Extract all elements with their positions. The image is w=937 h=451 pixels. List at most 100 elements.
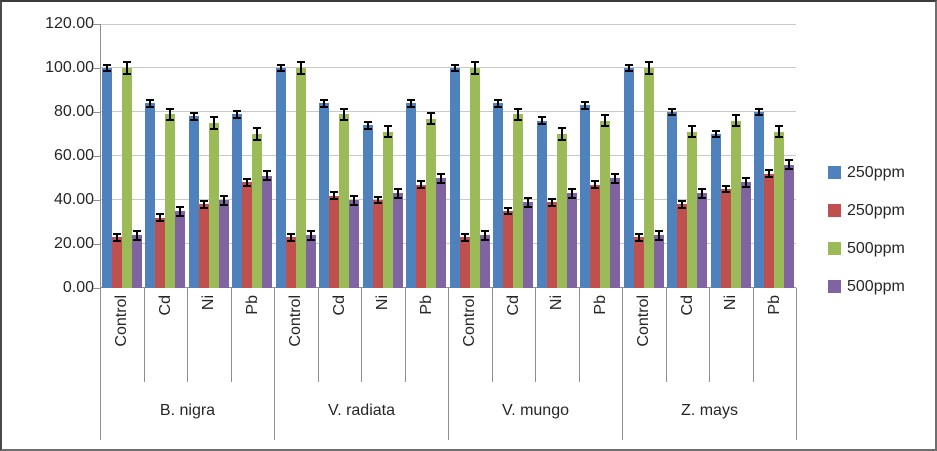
y-axis-line <box>100 24 101 288</box>
legend-swatch-4 <box>828 280 841 293</box>
bar <box>305 235 316 288</box>
legend-swatch-3 <box>828 242 841 255</box>
bar-cluster <box>579 24 623 288</box>
bar-cluster <box>187 24 231 288</box>
error-bar-stem <box>517 109 520 119</box>
error-bar <box>393 187 402 199</box>
error-bar-stem <box>222 196 225 204</box>
error-bar-stem <box>550 199 553 205</box>
gridline <box>100 243 796 244</box>
bar-cluster <box>274 24 318 288</box>
error-bar <box>654 229 663 241</box>
error-bar <box>524 196 533 208</box>
error-bar <box>407 98 416 108</box>
treatment-label: Pb <box>765 295 783 315</box>
bar <box>295 68 306 288</box>
error-bar <box>755 107 764 117</box>
legend-item: 500ppm <box>828 239 905 258</box>
x-axis-line <box>100 287 796 288</box>
category-cell: Pb <box>404 288 449 382</box>
category-cell: Ni <box>709 288 753 382</box>
error-bar-stem <box>734 116 737 126</box>
bar <box>319 103 330 288</box>
bar <box>479 235 490 288</box>
treatment-label: Ni <box>374 295 392 311</box>
category-cell: Control <box>622 288 666 382</box>
bar <box>730 120 741 288</box>
error-bar <box>698 187 707 199</box>
error-bar-stem <box>614 174 617 182</box>
error-bar <box>330 191 339 200</box>
bar-cluster <box>100 24 144 288</box>
category-cell: Ni <box>361 288 405 382</box>
error-bar-stem <box>289 235 292 240</box>
error-bar-stem <box>279 65 282 71</box>
bar <box>623 68 634 288</box>
bar-cluster <box>535 24 579 288</box>
bar-cluster <box>709 24 753 288</box>
error-bar <box>567 187 576 199</box>
bar <box>111 237 122 288</box>
bar <box>232 114 243 288</box>
error-bar <box>132 229 141 241</box>
error-bar <box>219 194 228 206</box>
category-cell: Ni <box>187 288 231 382</box>
error-bar <box>373 195 382 205</box>
bar <box>252 134 263 288</box>
error-bar-stem <box>714 131 717 137</box>
error-bar-stem <box>353 196 356 204</box>
error-bar <box>644 61 653 75</box>
error-bar <box>494 98 503 108</box>
y-axis-tick <box>93 68 100 69</box>
bar <box>392 193 403 288</box>
bar <box>610 178 621 288</box>
error-bar <box>296 61 305 75</box>
category-cell: Cd <box>317 288 362 382</box>
gridline <box>100 155 796 156</box>
y-axis-tick-label: 40.00 <box>53 191 94 208</box>
error-bar-stem <box>483 231 486 239</box>
error-bar-stem <box>179 207 182 215</box>
category-cell: Ni <box>535 288 579 382</box>
bar <box>329 195 340 288</box>
error-bar <box>156 213 165 222</box>
bar <box>262 175 273 288</box>
error-bar <box>146 98 155 108</box>
error-bar <box>320 98 329 108</box>
bar <box>503 211 514 288</box>
error-bar-stem <box>560 129 563 139</box>
y-axis-tick <box>93 24 100 25</box>
y-axis-tick-label: 120.00 <box>45 15 94 32</box>
legend-swatch-1 <box>828 166 841 179</box>
error-bar <box>276 63 285 73</box>
error-bar-stem <box>527 198 530 206</box>
error-bar-stem <box>453 65 456 71</box>
treatment-label: Ni <box>200 295 218 311</box>
legend-label: 250ppm <box>847 164 905 181</box>
legend: 250ppm 250ppm 500ppm 500ppm <box>828 163 905 296</box>
bar-cluster <box>492 24 536 288</box>
error-bar-stem <box>169 109 172 119</box>
y-axis-tick <box>93 200 100 201</box>
legend-label: 500ppm <box>847 278 905 295</box>
legend-swatch-2 <box>828 204 841 217</box>
y-axis-tick-label: 80.00 <box>53 103 94 120</box>
y-axis-tick-label: 20.00 <box>53 235 94 252</box>
error-bar <box>437 172 446 184</box>
error-bar <box>731 114 740 128</box>
gridline <box>100 199 796 200</box>
bar <box>416 184 427 288</box>
bar <box>339 114 350 288</box>
bar <box>449 68 460 288</box>
bar <box>165 114 176 288</box>
error-bar <box>450 63 459 73</box>
gridline <box>100 24 796 25</box>
bar <box>536 120 547 288</box>
error-bar <box>112 233 121 242</box>
bar <box>469 68 480 288</box>
error-bar <box>721 184 730 194</box>
bar-cluster <box>622 24 666 288</box>
error-bar-stem <box>788 161 791 169</box>
error-bar <box>470 61 479 75</box>
